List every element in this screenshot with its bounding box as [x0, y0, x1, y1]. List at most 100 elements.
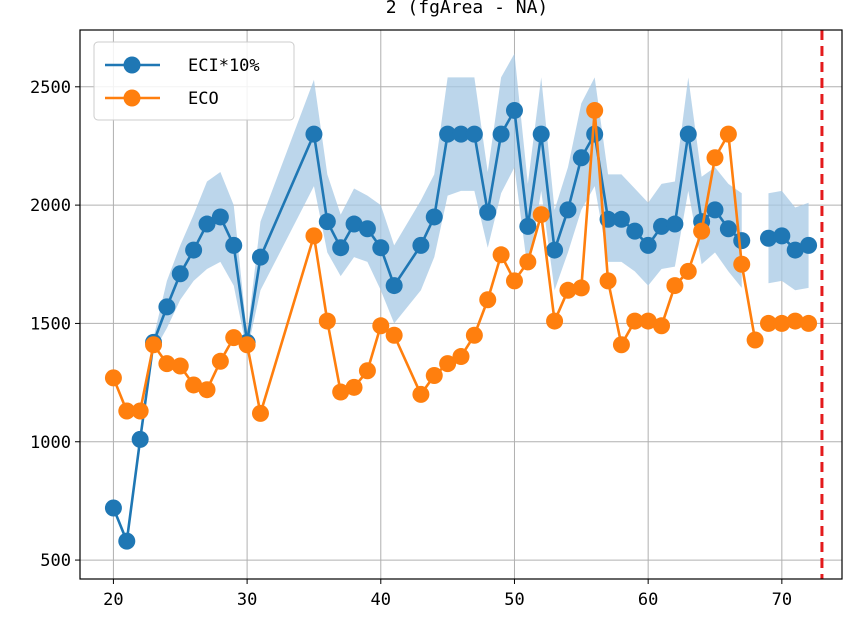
- data-point: [800, 314, 818, 332]
- data-point: [412, 385, 430, 403]
- data-point: [492, 125, 510, 143]
- legend: ECI*10% ECO: [93, 41, 295, 121]
- data-point: [225, 236, 243, 254]
- data-point: [118, 532, 136, 550]
- data-point: [519, 253, 537, 271]
- data-point: [666, 277, 684, 295]
- data-point: [225, 329, 243, 347]
- data-point: [773, 314, 791, 332]
- data-point: [679, 125, 697, 143]
- legend-marker: [123, 56, 141, 74]
- data-point: [452, 348, 470, 366]
- data-point: [733, 232, 751, 250]
- data-point: [465, 326, 483, 344]
- data-point: [759, 314, 777, 332]
- data-point: [158, 355, 176, 373]
- data-point: [505, 272, 523, 290]
- data-point: [465, 125, 483, 143]
- data-point: [653, 217, 671, 235]
- series-lines: [104, 101, 818, 550]
- data-point: [706, 149, 724, 167]
- data-point: [372, 239, 390, 257]
- data-point: [211, 352, 229, 370]
- data-point: [305, 125, 323, 143]
- data-point: [372, 317, 390, 335]
- data-point: [639, 236, 657, 254]
- data-point: [786, 241, 804, 259]
- data-point: [452, 125, 470, 143]
- data-point: [185, 241, 203, 259]
- data-point: [385, 326, 403, 344]
- data-point: [358, 220, 376, 238]
- data-point: [572, 279, 590, 297]
- data-point: [706, 201, 724, 219]
- data-point: [719, 125, 737, 143]
- data-point: [505, 101, 523, 119]
- data-point: [332, 383, 350, 401]
- data-point: [145, 336, 163, 354]
- data-point: [559, 281, 577, 299]
- data-point: [385, 277, 403, 295]
- data-point: [800, 236, 818, 254]
- data-point: [251, 248, 269, 266]
- data-point: [439, 125, 457, 143]
- axis-ticks: 20 30 40 50 60 70 500 1000 1500 2000 2500: [30, 78, 792, 610]
- y-tick-label: 1500: [30, 314, 71, 334]
- data-point: [693, 222, 711, 240]
- data-point: [251, 404, 269, 422]
- data-point: [612, 336, 630, 354]
- data-point: [211, 208, 229, 226]
- data-point: [104, 499, 122, 517]
- data-point: [719, 220, 737, 238]
- x-tick-label: 30: [237, 590, 257, 610]
- data-point: [679, 262, 697, 280]
- y-tick-label: 1000: [30, 433, 71, 453]
- data-point: [666, 215, 684, 233]
- data-point: [439, 355, 457, 373]
- chart-title: 2 (fgArea - NA): [386, 0, 549, 18]
- data-point: [198, 381, 216, 399]
- data-point: [318, 213, 336, 231]
- legend-marker: [123, 89, 141, 107]
- data-point: [479, 291, 497, 309]
- data-point: [412, 236, 430, 254]
- x-tick-label: 70: [772, 590, 792, 610]
- data-point: [104, 369, 122, 387]
- data-point: [746, 331, 764, 349]
- data-point: [492, 246, 510, 264]
- data-point: [479, 203, 497, 221]
- x-tick-label: 60: [638, 590, 658, 610]
- data-point: [198, 215, 216, 233]
- data-point: [171, 265, 189, 283]
- data-point: [626, 222, 644, 240]
- y-tick-label: 2500: [30, 78, 71, 98]
- data-point: [358, 362, 376, 380]
- data-point: [599, 272, 617, 290]
- data-point: [586, 101, 604, 119]
- data-point: [425, 208, 443, 226]
- data-point: [332, 239, 350, 257]
- data-point: [559, 201, 577, 219]
- data-point: [586, 125, 604, 143]
- data-point: [425, 366, 443, 384]
- data-point: [546, 241, 564, 259]
- data-point: [773, 227, 791, 245]
- data-point: [185, 376, 203, 394]
- plot-frame: [79, 29, 843, 580]
- data-point: [733, 255, 751, 273]
- data-point: [131, 402, 149, 420]
- x-tick-label: 20: [103, 590, 123, 610]
- data-point: [238, 336, 256, 354]
- data-point: [318, 312, 336, 330]
- data-point: [546, 312, 564, 330]
- data-point: [158, 298, 176, 316]
- legend-label: ECO: [188, 89, 219, 109]
- y-tick-label: 2000: [30, 196, 71, 216]
- data-point: [131, 430, 149, 448]
- legend-label: ECI*10%: [188, 56, 260, 76]
- data-point: [345, 215, 363, 233]
- x-tick-label: 40: [371, 590, 391, 610]
- data-point: [786, 312, 804, 330]
- data-point: [653, 317, 671, 335]
